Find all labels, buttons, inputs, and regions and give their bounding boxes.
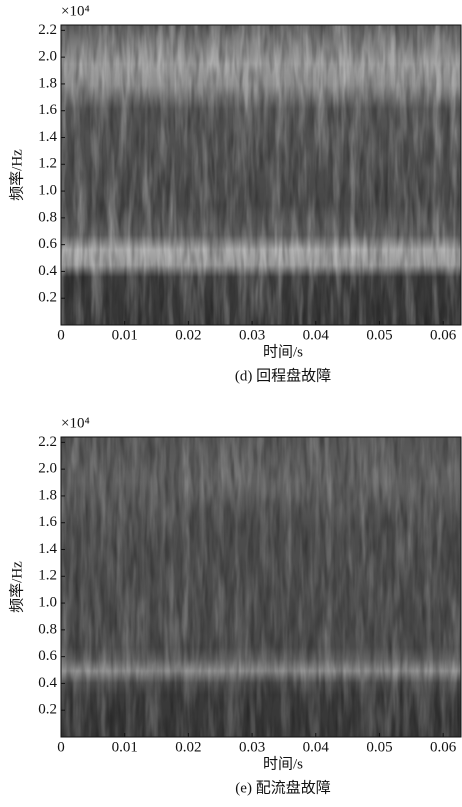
x-tick-label: 0	[57, 327, 65, 343]
y-tick-label: 0.4	[38, 675, 57, 691]
plot-frame	[60, 24, 462, 326]
plot-frame	[60, 436, 462, 738]
x-tick-label: 0.02	[175, 739, 201, 755]
y-tick-label: 1.8	[38, 487, 57, 503]
spectrogram-texture	[61, 25, 461, 325]
y-tick-label: 0.4	[38, 263, 57, 279]
x-tick-label: 0	[57, 739, 65, 755]
x-tick-label: 0.03	[239, 327, 265, 343]
x-tick-label: 0.05	[366, 739, 392, 755]
y-tick-label: 0.8	[38, 621, 57, 637]
y-tick-label: 0.6	[38, 236, 57, 252]
y-tick-label: 1.0	[38, 183, 57, 199]
y-tick-label: 1.6	[38, 514, 57, 530]
x-tick-label: 0.06	[430, 739, 457, 755]
x-tick-label: 0.03	[239, 739, 265, 755]
y-tick-label: 0.6	[38, 648, 57, 664]
caption: (e) 配流盘故障	[235, 778, 330, 796]
spectrogram-texture	[61, 437, 461, 737]
y-multiplier: ×10⁴	[61, 3, 90, 19]
y-tick-label: 1.2	[38, 156, 57, 172]
x-tick-label: 0.05	[366, 327, 392, 343]
y-tick-label: 1.8	[38, 75, 57, 91]
x-axis-label: 时间/s	[263, 343, 303, 360]
y-tick-label: 1.2	[38, 568, 57, 584]
x-tick-label: 0.01	[112, 327, 138, 343]
y-tick-label: 2.2	[38, 22, 57, 38]
x-tick-label: 0.01	[112, 739, 138, 755]
y-tick-label: 1.0	[38, 595, 57, 611]
y-tick-label: 0.2	[38, 702, 57, 718]
x-axis-label: 时间/s	[263, 755, 303, 772]
y-multiplier: ×10⁴	[61, 415, 90, 431]
x-tick-label: 0.02	[175, 327, 201, 343]
y-tick-label: 0.2	[38, 290, 57, 306]
y-tick-label: 1.4	[38, 541, 57, 557]
y-tick-label: 2.2	[38, 434, 57, 450]
caption: (d) 回程盘故障	[235, 366, 331, 384]
y-axis-label: 频率/Hz	[8, 149, 25, 201]
y-tick-label: 0.8	[38, 209, 57, 225]
x-tick-label: 0.04	[303, 739, 330, 755]
x-tick-label: 0.06	[430, 327, 457, 343]
x-tick-label: 0.04	[303, 327, 330, 343]
y-tick-label: 1.6	[38, 102, 57, 118]
y-tick-label: 2.0	[38, 461, 57, 477]
y-tick-label: 2.0	[38, 49, 57, 65]
y-axis-label: 频率/Hz	[8, 561, 25, 613]
y-tick-label: 1.4	[38, 129, 57, 145]
